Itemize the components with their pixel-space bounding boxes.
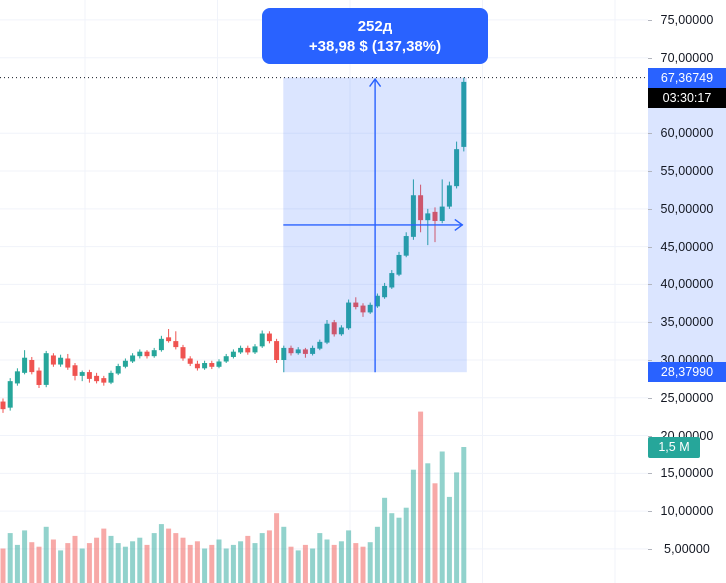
measure-duration-label: 252д <box>357 17 393 35</box>
measure-arrow-up <box>369 77 382 88</box>
volume-value-label: 1,5 M <box>648 436 700 458</box>
axis-tick-mark <box>648 19 652 21</box>
axis-range-highlight <box>648 77 726 373</box>
measure-tooltip[interactable]: 252д +38,98 $ (137,38%) <box>262 8 488 64</box>
price-tick-label: 45,00000 <box>660 239 714 254</box>
range-start-price-label: 28,37990 <box>648 362 726 383</box>
axis-tick-mark <box>648 511 652 513</box>
price-tick-label: 10,00000 <box>660 504 714 519</box>
volume-bars <box>0 411 467 583</box>
price-tick-label: 50,00000 <box>660 201 714 216</box>
axis-tick-mark <box>648 473 652 475</box>
price-tick-label: 75,00000 <box>660 12 714 27</box>
price-tick-label: 60,00000 <box>660 126 714 141</box>
price-tick-label: 5,00000 <box>664 541 710 556</box>
price-axis[interactable]: 75,00000 70,00000 60,00000 55,00000 50,00000… <box>648 0 726 583</box>
price-tick-label: 25,00000 <box>660 390 714 405</box>
price-tick-label: 55,00000 <box>660 164 714 179</box>
bar-countdown-timer: 03:30:17 <box>648 87 726 108</box>
axis-tick-mark <box>648 397 652 399</box>
axis-tick-mark <box>648 284 652 286</box>
axis-tick-mark <box>648 171 652 173</box>
axis-tick-mark <box>648 208 652 210</box>
price-tick-label: 70,00000 <box>660 50 714 65</box>
axis-tick-mark <box>648 133 652 135</box>
current-price-label: 67,36749 <box>648 67 726 88</box>
price-tick-label: 40,00000 <box>660 277 714 292</box>
axis-tick-mark <box>648 435 652 437</box>
candles <box>0 77 467 413</box>
axis-tick-mark <box>648 322 652 324</box>
axis-tick-mark <box>648 548 652 550</box>
axis-tick-mark <box>648 359 652 361</box>
grid-lines <box>0 0 648 583</box>
axis-tick-mark <box>648 246 652 248</box>
price-tick-label: 15,00000 <box>660 466 714 481</box>
axis-tick-mark <box>648 57 652 59</box>
price-tick-label: 35,00000 <box>660 315 714 330</box>
measure-arrow-right <box>454 218 464 231</box>
price-range-tool[interactable] <box>283 77 467 373</box>
measure-change-label: +38,98 $ (137,38%) <box>308 37 442 55</box>
